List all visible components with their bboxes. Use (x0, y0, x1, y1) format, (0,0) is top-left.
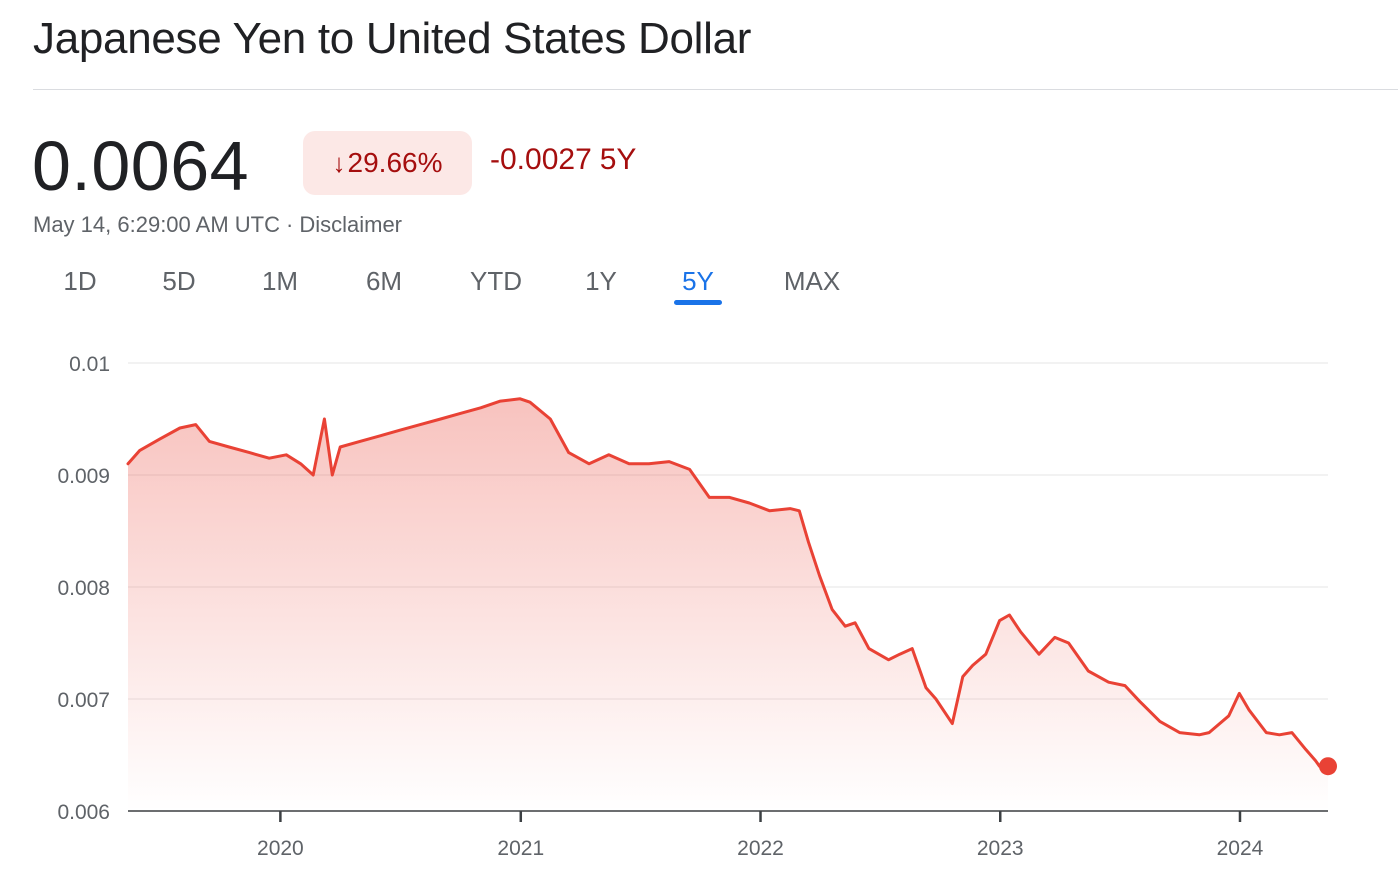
x-tick-label: 2022 (737, 837, 784, 860)
tab-max[interactable]: MAX (783, 266, 841, 296)
header-divider (33, 89, 1398, 90)
y-tick-label: 0.009 (57, 465, 110, 488)
tab-1y[interactable]: 1Y (585, 266, 617, 296)
y-tick-label: 0.007 (57, 689, 110, 712)
page-title: Japanese Yen to United States Dollar (33, 14, 752, 63)
y-tick-label: 0.008 (57, 577, 110, 600)
x-tick-label: 2024 (1217, 837, 1264, 860)
active-tab-indicator (674, 300, 722, 305)
price-line (126, 397, 1330, 768)
change-period: 5Y (599, 143, 637, 176)
tab-5y[interactable]: 5Y (682, 266, 714, 296)
range-tabs: 1D 5D 1M 6M YTD 1Y 5Y MAX (0, 262, 900, 312)
current-price: 0.0064 (32, 127, 250, 205)
x-tick-label: 2020 (257, 837, 304, 860)
percent-change-value: 29.66% (347, 147, 443, 178)
absolute-change: -0.0027 5Y (490, 143, 636, 177)
price-chart[interactable]: 0.01 0.009 0.008 0.007 0.006 2020 2021 2022 202… (0, 330, 1398, 870)
current-price-marker (1319, 757, 1337, 776)
timestamp: May 14, 6:29:00 AM UTC (33, 212, 280, 237)
absolute-change-value: -0.0027 (490, 143, 592, 176)
x-tick-label: 2021 (497, 837, 544, 860)
arrow-down-icon: ↓ (332, 147, 346, 178)
disclaimer-link[interactable]: Disclaimer (299, 212, 403, 237)
tab-1d[interactable]: 1D (63, 266, 97, 296)
price-area (128, 398, 1328, 811)
tab-5d[interactable]: 5D (162, 266, 196, 296)
meta-separator: · (286, 212, 294, 237)
y-tick-label: 0.01 (69, 353, 110, 376)
tab-6m[interactable]: 6M (365, 266, 403, 296)
x-tick-label: 2023 (977, 837, 1024, 860)
tab-1m[interactable]: 1M (261, 266, 299, 296)
quote-meta: May 14, 6:29:00 AM UTC · Disclaimer (33, 212, 402, 238)
y-tick-label: 0.006 (57, 801, 110, 824)
tab-ytd[interactable]: YTD (470, 266, 522, 296)
percent-change-badge: ↓ 29.66% (303, 131, 472, 195)
